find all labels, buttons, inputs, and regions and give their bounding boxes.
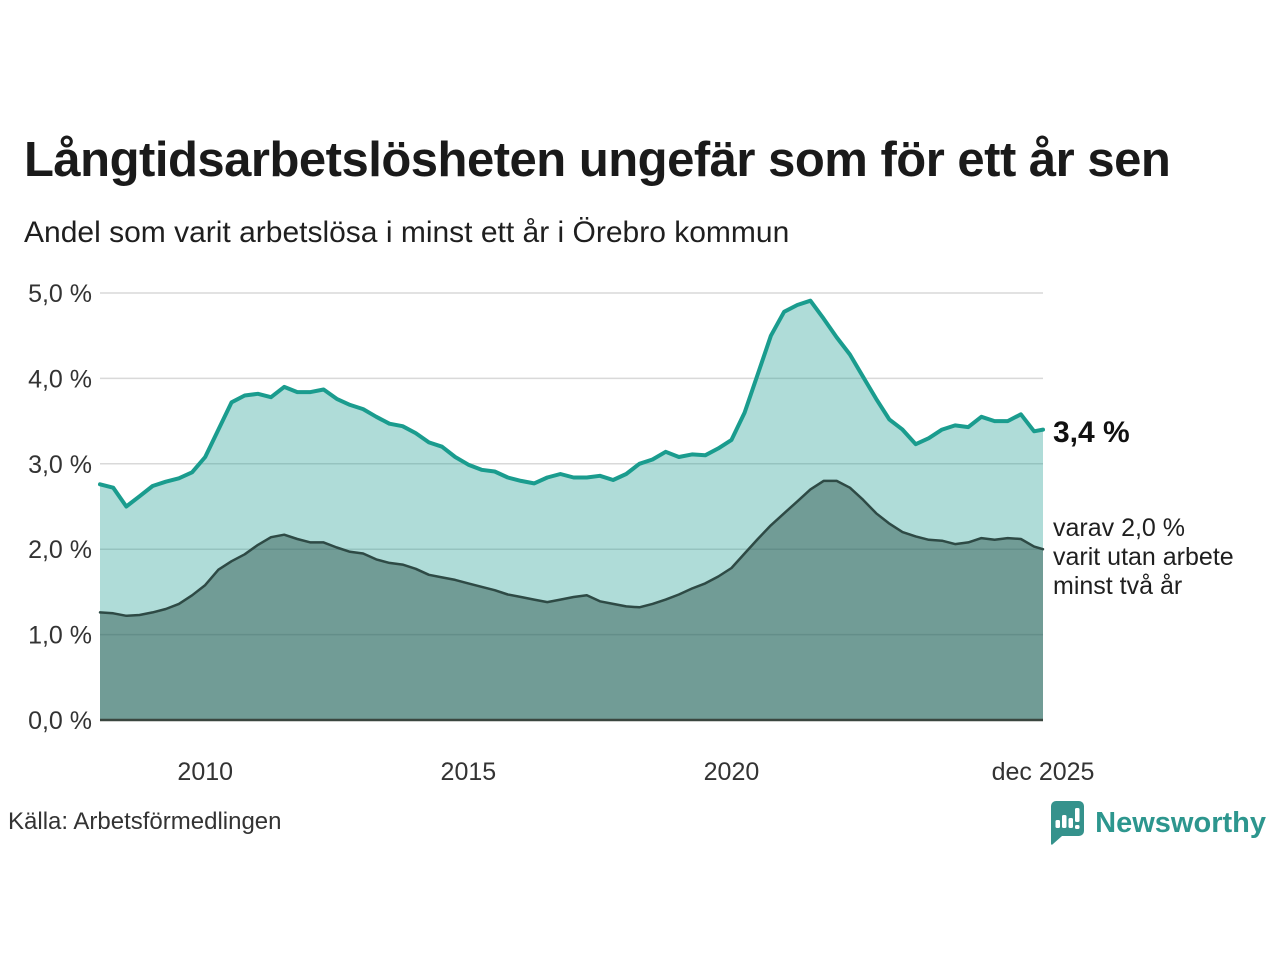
page-title: Långtidsarbetslösheten ungefär som för e…: [24, 133, 1171, 187]
area-total-one-year: [100, 300, 1043, 720]
secondary-label-line3: minst två år: [1053, 572, 1183, 600]
secondary-label-line2: varit utan arbete: [1053, 543, 1234, 571]
line-two-years: [98, 479, 1045, 618]
source-caption: Källa: Arbetsförmedlingen: [8, 808, 282, 835]
newsworthy-logo-icon: [1047, 799, 1086, 847]
line-total-one-year: [98, 298, 1045, 509]
x-axis-tick-label: dec 2025: [992, 758, 1095, 786]
x-axis-tick-label: 2015: [441, 758, 497, 786]
y-axis-tick-label: 3,0 %: [28, 451, 92, 479]
y-axis-tick-label: 5,0 %: [28, 280, 92, 308]
secondary-label-line1: varav 2,0 %: [1053, 514, 1186, 542]
chart-subtitle: Andel som varit arbetslösa i minst ett å…: [24, 216, 790, 249]
branding-wordmark: Newsworthy: [1095, 806, 1266, 839]
x-axis-tick-label: 2010: [177, 758, 233, 786]
y-axis-tick-label: 4,0 %: [28, 365, 92, 393]
x-axis-tick-label: 2020: [704, 758, 760, 786]
y-axis-tick-label: 2,0 %: [28, 536, 92, 564]
y-axis-tick-label: 0,0 %: [28, 707, 92, 735]
branding: Newsworthy: [1047, 799, 1266, 847]
end-value-label-secondary: varav 2,0 % varit utan arbete minst två …: [1053, 514, 1234, 601]
y-axis-tick-label: 1,0 %: [28, 622, 92, 650]
end-value-label-total: 3,4 %: [1053, 416, 1130, 449]
area-two-years: [100, 480, 1043, 720]
